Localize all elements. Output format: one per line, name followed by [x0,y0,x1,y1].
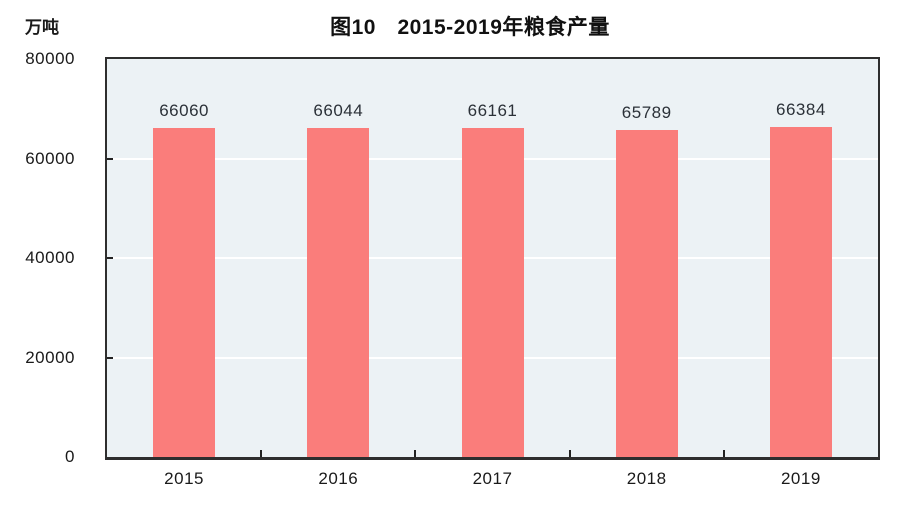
x-axis-tick-1 [260,450,263,457]
x-axis-tick-3 [568,450,571,457]
chart-title: 图10 2015-2019年粮食产量 [330,16,610,39]
bar-value-2019: 66384 [776,99,826,119]
x-axis-label-2019: 2019 [780,469,821,488]
bar-value-2016: 66044 [313,101,364,121]
y-axis-label-60000: 60000 [25,148,75,168]
bar-value-2015: 66060 [159,101,209,121]
y-axis-label-80000: 80000 [25,49,75,68]
x-axis-label-2017: 2017 [472,469,513,488]
bar-2016 [307,128,370,457]
y-axis-label-0: 0 [65,447,75,466]
bar-2015 [153,128,216,457]
y-axis-label-20000: 20000 [25,347,75,367]
x-axis-label-2016: 2016 [318,469,359,488]
bar-2019 [769,126,832,457]
y-axis-tick-20000 [107,356,113,359]
x-axis-tick-2 [414,450,417,457]
bar-2017 [461,127,524,457]
bar-2018 [615,129,678,457]
y-axis-tick-40000 [107,257,113,259]
plot-inner: 66060 66044 66161 65789 66384 [107,59,878,457]
y-axis-unit-label: 万吨 [25,18,59,37]
bar-value-2017: 66161 [467,100,518,120]
bar-value-2018: 65789 [621,102,672,122]
x-axis-label-2018: 2018 [626,469,667,488]
x-axis-label-2015: 2015 [164,469,204,488]
x-axis-tick-4 [722,450,725,457]
plot-area: 66060 66044 66161 65789 66384 [105,57,880,460]
y-axis-tick-60000 [107,157,113,160]
y-axis-label-40000: 40000 [25,248,75,267]
